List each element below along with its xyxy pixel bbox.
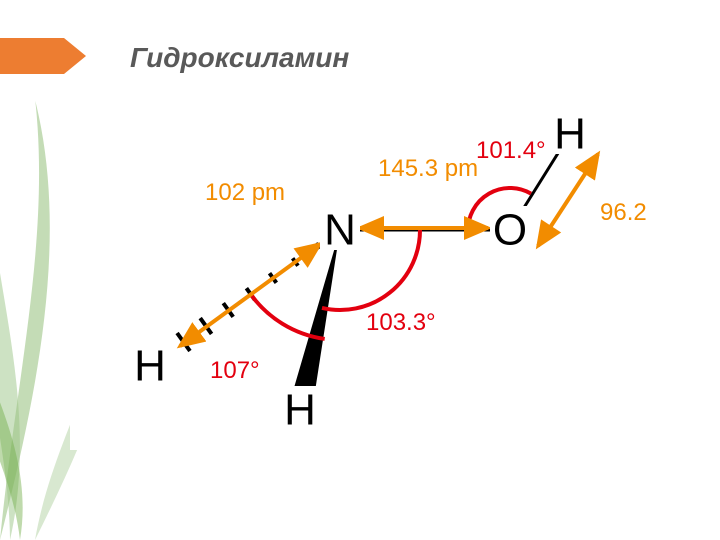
atom-O: O: [493, 206, 527, 255]
measurement-arrow: [538, 154, 598, 246]
atom-H3: H: [554, 110, 586, 159]
angle-label: 107°: [210, 357, 260, 384]
atom-N: N: [324, 206, 356, 255]
accent-arrow-icon: [0, 38, 86, 74]
angle-label: 103.3°: [366, 309, 436, 336]
atom-H2: H: [284, 386, 316, 435]
measurement-label: 96.2 pm: [600, 199, 650, 226]
atom-H1: H: [134, 342, 166, 391]
molecule-diagram: 101.4°103.3°107°145.3 pm102 pm96.2 pmNOH…: [70, 110, 650, 450]
page-title: Гидроксиламин: [130, 42, 349, 74]
measurement-label: 102 pm: [205, 179, 285, 206]
slide: Гидроксиламин 101.4° 103.3° 107° 145.3 pm 10…: [0, 0, 720, 540]
measurement-label: 145.3 pm: [378, 155, 478, 182]
angle-label: 101.4°: [476, 137, 546, 164]
